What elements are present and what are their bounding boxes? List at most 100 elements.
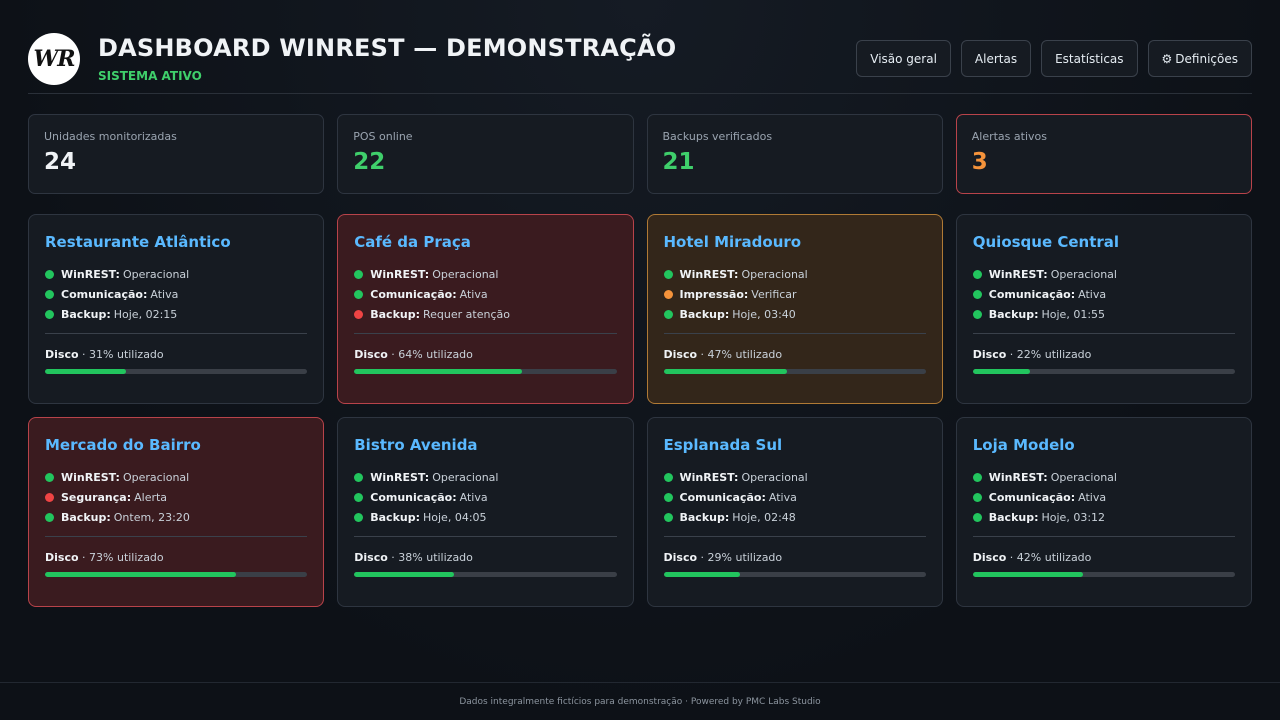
status-key: Backup: [370, 510, 420, 524]
status-dot-icon [663, 492, 673, 502]
disk-usage-fill [354, 572, 454, 577]
status-row: WinREST: Operacional [972, 467, 1235, 487]
nav-overview-button[interactable]: Visão geral [856, 40, 951, 77]
nav-statistics-button[interactable]: Estatísticas [1041, 40, 1138, 77]
footer: Dados integralmente fictícios para demon… [0, 682, 1280, 720]
status-dot-icon [354, 512, 364, 522]
status-value: Hoje, 04:05 [423, 510, 487, 524]
status-row: Comunicação: Ativa [354, 487, 616, 507]
disk-usage-label: Disco · 64% utilizado [354, 348, 616, 361]
status-key: Impressão: [679, 287, 749, 301]
disk-usage-text: · 29% utilizado [697, 551, 783, 564]
disk-label: Disco [972, 551, 1007, 564]
stat-value: 24 [44, 149, 77, 175]
disk-label: Disco [45, 551, 79, 564]
status-value: Operacional [1050, 267, 1117, 281]
status-row: Backup: Requer atenção [354, 304, 616, 324]
status-dot-icon [45, 472, 54, 482]
status-value: Hoje, 02:15 [113, 307, 178, 321]
unit-name: Hotel Miradouro [663, 233, 802, 251]
nav-overview-label: Visão geral [870, 51, 937, 66]
disk-usage-text: · 22% utilizado [1006, 348, 1092, 361]
divider [45, 333, 308, 334]
status-value: Operacional [741, 267, 808, 281]
status-row: Comunicação: Ativa [45, 284, 307, 304]
unit-name: Quiosque Central [972, 233, 1120, 251]
disk-label: Disco [663, 551, 698, 564]
disk-usage-text: · 47% utilizado [697, 348, 783, 361]
disk-usage-bar [45, 369, 308, 374]
status-key: Backup: [679, 510, 730, 524]
divider [663, 333, 926, 334]
divider [354, 333, 617, 334]
status-row: Backup: Hoje, 01:55 [972, 304, 1235, 324]
unit-name: Restaurante Atlântico [45, 233, 231, 251]
disk-usage-label: Disco · 31% utilizado [45, 348, 307, 361]
stats-row: Unidades monitorizadas 24 POS online 22 Back… [28, 114, 1252, 194]
status-row: Backup: Ontem, 23:20 [45, 507, 307, 527]
disk-label: Disco [354, 348, 388, 361]
status-key: Comunicação: [988, 490, 1076, 504]
disk-usage-text: · 31% utilizado [78, 348, 164, 361]
status-value: Alerta [134, 490, 168, 504]
stat-value: 21 [662, 149, 695, 175]
stat-card: Unidades monitorizadas 24 [28, 114, 325, 194]
status-list: WinREST: Operacional Comunicação: Ativa Back… [663, 467, 926, 527]
divider [972, 333, 1235, 334]
gear-icon: ⚙ [1161, 51, 1173, 66]
disk-label: Disco [663, 348, 698, 361]
unit-name: Bistro Avenida [354, 436, 478, 454]
status-dot-icon [45, 309, 54, 319]
unit-card[interactable]: Esplanada Sul WinREST: Operacional Comunica… [646, 417, 943, 607]
nav-settings-button[interactable]: ⚙ Definições [1147, 40, 1252, 77]
disk-usage-label: Disco · 29% utilizado [664, 551, 926, 564]
disk-usage-bar [354, 369, 617, 374]
status-value: Hoje, 03:40 [732, 307, 796, 321]
unit-card[interactable]: Quiosque Central WinREST: Operacional Comun… [955, 214, 1252, 404]
status-key: WinREST: [988, 470, 1048, 484]
status-list: WinREST: Operacional Comunicação: Ativa Back… [354, 264, 616, 324]
stat-label: Unidades monitorizadas [44, 130, 177, 143]
units-grid: Restaurante Atlântico WinREST: Operacional… [28, 214, 1252, 607]
unit-name: Loja Modelo [972, 436, 1075, 454]
status-row: Backup: Hoje, 04:05 [354, 507, 616, 527]
status-dot-icon [45, 269, 54, 279]
status-key: Comunicação: [370, 287, 457, 301]
status-dot-icon [354, 269, 364, 279]
status-key: Backup: [61, 307, 111, 321]
status-dot-icon [354, 309, 364, 319]
disk-usage-text: · 42% utilizado [1006, 551, 1092, 564]
stat-label: Alertas ativos [971, 130, 1047, 143]
status-value: Hoje, 03:12 [1041, 510, 1106, 524]
unit-card[interactable]: Mercado do Bairro WinREST: Operacional Segu… [28, 417, 325, 607]
disk-usage-label: Disco · 47% utilizado [664, 348, 926, 361]
status-row: Backup: Hoje, 02:48 [663, 507, 926, 527]
status-list: WinREST: Operacional Comunicação: Ativa Back… [45, 264, 307, 324]
status-row: Backup: Hoje, 02:15 [45, 304, 307, 324]
unit-card[interactable]: Café da Praça WinREST: Operacional Comunica… [337, 214, 634, 404]
disk-usage-label: Disco · 38% utilizado [354, 551, 616, 564]
status-value: Verificar [751, 287, 797, 301]
unit-name: Mercado do Bairro [45, 436, 201, 454]
status-value: Ativa [459, 287, 488, 301]
unit-card[interactable]: Hotel Miradouro WinREST: Operacional Impres… [646, 214, 943, 404]
unit-card[interactable]: Bistro Avenida WinREST: Operacional Comunic… [337, 417, 634, 607]
status-row: Comunicação: Ativa [972, 487, 1235, 507]
status-key: Backup: [61, 510, 111, 524]
unit-card[interactable]: Loja Modelo WinREST: Operacional Comunicaçã… [955, 417, 1252, 607]
status-key: WinREST: [370, 267, 430, 281]
status-dot-icon [972, 309, 982, 319]
header: WR DASHBOARD WINREST — DEMONSTRAÇÃO SIST… [28, 28, 1252, 94]
disk-usage-bar [663, 572, 926, 577]
unit-card[interactable]: Restaurante Atlântico WinREST: Operacional… [28, 214, 325, 404]
disk-usage-fill [972, 572, 1083, 577]
status-row: Comunicação: Ativa [354, 284, 616, 304]
disk-usage-fill [45, 572, 237, 577]
status-row: WinREST: Operacional [354, 264, 616, 284]
nav-alerts-button[interactable]: Alertas [960, 40, 1032, 77]
disk-usage-bar [663, 369, 926, 374]
disk-usage-text: · 38% utilizado [387, 551, 473, 564]
disk-usage-bar [45, 572, 308, 577]
status-list: WinREST: Operacional Comunicação: Ativa Back… [972, 467, 1235, 527]
status-dot-icon [972, 472, 982, 482]
